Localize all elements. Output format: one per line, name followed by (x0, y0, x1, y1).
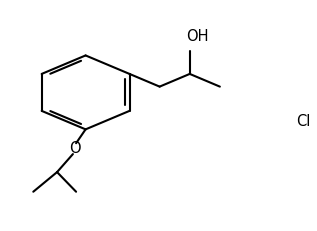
Text: Cl: Cl (296, 114, 311, 129)
Text: O: O (69, 142, 80, 156)
Text: OH: OH (186, 29, 208, 44)
